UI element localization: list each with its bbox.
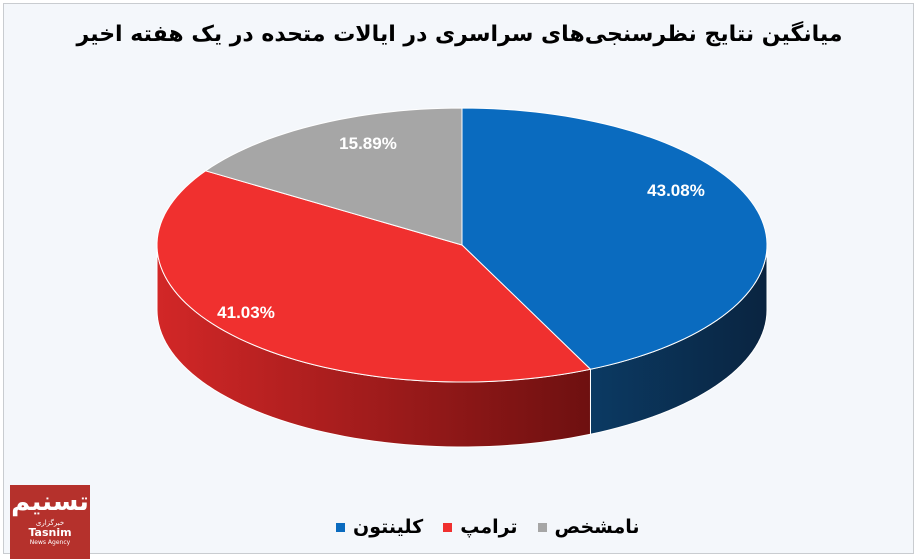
pie-slice-2 bbox=[204, 107, 463, 246]
data-label: 43.08% bbox=[647, 181, 705, 200]
pie-slice-0 bbox=[461, 107, 768, 370]
logo-brand: تسنیم bbox=[11, 487, 89, 517]
legend-label: ترامپ bbox=[460, 516, 518, 538]
data-label: 15.89% bbox=[339, 134, 397, 153]
tasnim-logo: تسنیم خبرگزاری Tasnim News Agency bbox=[10, 485, 90, 559]
legend-item-trump: ترامپ bbox=[443, 516, 518, 538]
legend-label: نامشخص bbox=[554, 516, 640, 538]
legend-swatch bbox=[537, 522, 547, 532]
legend-swatch bbox=[443, 522, 453, 532]
pie-slice-1 bbox=[156, 170, 592, 383]
legend-swatch bbox=[336, 522, 345, 532]
logo-line2: Tasnim bbox=[28, 526, 72, 539]
legend-label: کلینتون bbox=[353, 516, 424, 538]
logo-line1: خبرگزاری bbox=[35, 519, 65, 527]
legend-item-clinton: کلینتون bbox=[336, 516, 423, 538]
data-label: 41.03% bbox=[217, 303, 275, 322]
legend: کلینتون ترامپ نامشخص bbox=[336, 516, 640, 538]
legend-item-undecided: نامشخص bbox=[537, 516, 640, 538]
chart-title: میانگین نتایج نظرسنجی‌های سراسری در ایال… bbox=[76, 22, 843, 47]
logo-line3: News Agency bbox=[29, 539, 71, 546]
